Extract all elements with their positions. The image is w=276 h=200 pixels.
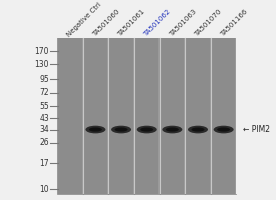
Ellipse shape	[89, 127, 102, 132]
Ellipse shape	[111, 126, 131, 133]
Bar	[58, 38, 81, 194]
Bar	[84, 38, 107, 194]
Ellipse shape	[217, 127, 230, 132]
Ellipse shape	[86, 126, 105, 133]
Ellipse shape	[166, 127, 179, 132]
Bar	[109, 38, 133, 194]
Text: ← PIM2: ← PIM2	[243, 125, 270, 134]
Ellipse shape	[214, 126, 234, 133]
Bar	[57, 38, 237, 194]
Text: TA501063: TA501063	[168, 8, 197, 38]
Ellipse shape	[188, 126, 208, 133]
Text: 130: 130	[34, 60, 49, 69]
Ellipse shape	[137, 126, 157, 133]
Text: 95: 95	[39, 75, 49, 84]
Text: 34: 34	[39, 125, 49, 134]
Text: 43: 43	[39, 114, 49, 123]
Text: 72: 72	[39, 88, 49, 97]
Text: Negative Ctrl: Negative Ctrl	[65, 1, 102, 38]
Ellipse shape	[115, 127, 128, 132]
Bar	[161, 38, 184, 194]
Text: TA501166: TA501166	[219, 8, 249, 38]
Bar	[212, 38, 235, 194]
Text: TA501062: TA501062	[142, 9, 172, 38]
Text: 170: 170	[34, 47, 49, 56]
Text: 10: 10	[39, 185, 49, 194]
Ellipse shape	[140, 127, 153, 132]
Text: TA501061: TA501061	[117, 8, 146, 38]
Text: TA501070: TA501070	[194, 8, 223, 38]
Text: 26: 26	[39, 138, 49, 147]
Bar	[186, 38, 210, 194]
Text: 55: 55	[39, 102, 49, 111]
Ellipse shape	[162, 126, 182, 133]
Bar	[135, 38, 158, 194]
Text: 17: 17	[39, 159, 49, 168]
Text: TA501060: TA501060	[91, 8, 120, 38]
Ellipse shape	[192, 127, 205, 132]
